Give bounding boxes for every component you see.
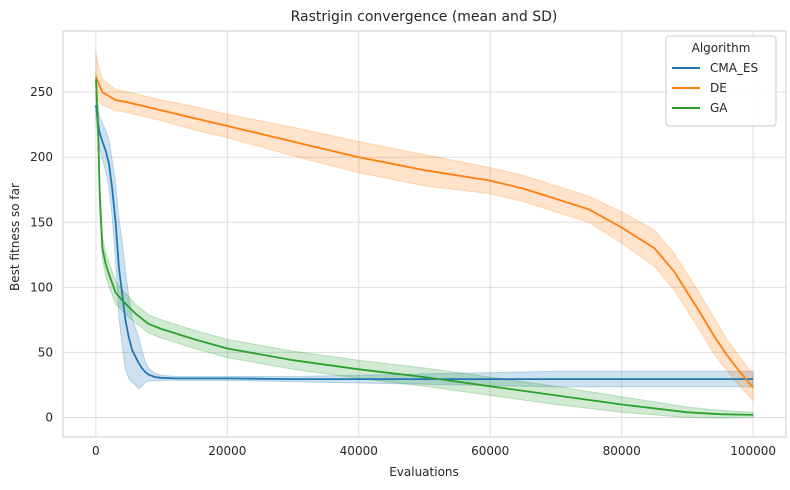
x-tick-labels: 0 20000 40000 60000 80000 100000 [92, 444, 776, 458]
y-tick-label: 50 [38, 345, 53, 359]
legend-entries: CMA_ES DE GA [672, 61, 758, 115]
sd-bands [95, 53, 754, 419]
x-tick-label: 40000 [340, 444, 378, 458]
legend: Algorithm CMA_ES DE GA [665, 35, 777, 127]
x-tick-label: 80000 [603, 444, 641, 458]
x-tick-label: 0 [92, 444, 100, 458]
cma-es-mean-line [95, 105, 754, 380]
y-tick-label: 200 [30, 150, 53, 164]
legend-title: Algorithm [692, 41, 751, 55]
de-mean-line [95, 76, 754, 389]
chart-title: Rastrigin convergence (mean and SD) [291, 9, 558, 25]
legend-label-ga: GA [710, 101, 728, 115]
x-tick-label: 60000 [471, 444, 509, 458]
y-tick-label: 100 [30, 280, 53, 294]
de-sd-band [95, 53, 754, 402]
y-tick-label: 0 [45, 410, 53, 424]
mean-lines [95, 76, 754, 416]
ga-mean-line [95, 79, 754, 416]
legend-frame [665, 35, 777, 127]
plot-frame [62, 30, 787, 438]
x-tick-label: 20000 [208, 444, 246, 458]
x-axis-label: Evaluations [389, 465, 459, 479]
x-tick-label: 100000 [730, 444, 776, 458]
y-axis-label: Best fitness so far [8, 183, 22, 291]
y-tick-label: 250 [30, 85, 53, 99]
legend-label-cma-es: CMA_ES [710, 61, 758, 75]
y-tick-label: 150 [30, 215, 53, 229]
legend-label-de: DE [710, 81, 727, 95]
y-tick-labels: 0 50 100 150 200 250 [30, 85, 53, 424]
